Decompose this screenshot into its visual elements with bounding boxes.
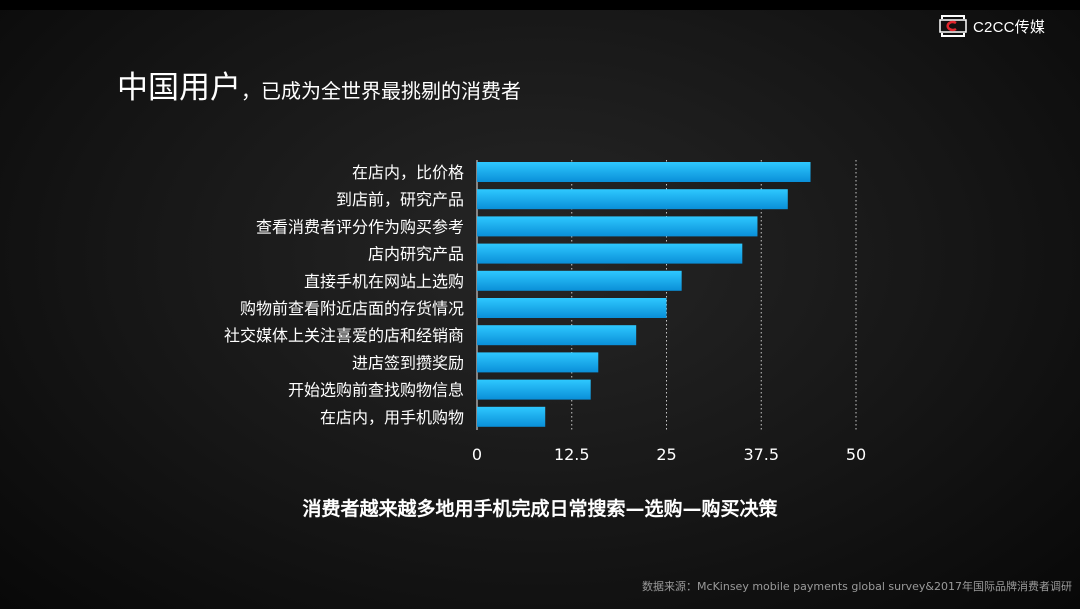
category-label: 社交媒体上关注喜爱的店和经销商 bbox=[224, 326, 464, 345]
bar bbox=[477, 298, 667, 318]
category-label: 到店前，研究产品 bbox=[336, 190, 464, 209]
category-label: 直接手机在网站上选购 bbox=[304, 272, 464, 291]
category-label: 购物前查看附近店面的存货情况 bbox=[240, 299, 464, 318]
x-axis-ticks: 0 12.5 25 37.5 50 bbox=[472, 445, 866, 464]
brand-logo: C2CC传媒 bbox=[939, 15, 1045, 37]
bar bbox=[477, 406, 546, 427]
c2cc-logo-icon bbox=[939, 15, 967, 37]
bar bbox=[477, 352, 599, 373]
chart-caption: 消费者越来越多地用手机完成日常搜索—选购—购买决策 bbox=[302, 498, 778, 520]
title-subtitle: ，已成为全世界最挑剔的消费者 bbox=[241, 79, 521, 103]
bar bbox=[477, 270, 682, 291]
x-tick-label: 25 bbox=[656, 445, 676, 464]
x-tick-label: 12.5 bbox=[554, 445, 590, 464]
category-label: 查看消费者评分作为购买参考 bbox=[256, 217, 464, 236]
category-label: 在店内，比价格 bbox=[352, 163, 464, 182]
category-label: 进店签到攒奖励 bbox=[352, 353, 464, 372]
bar bbox=[477, 243, 743, 264]
title-main: 中国用户 bbox=[117, 70, 241, 106]
x-tick-label: 37.5 bbox=[743, 445, 779, 464]
category-label: 店内研究产品 bbox=[368, 245, 464, 264]
category-label: 开始选购前查找购物信息 bbox=[288, 381, 464, 400]
logo-text: C2CC传媒 bbox=[973, 18, 1046, 36]
source-note: 数据来源：McKinsey mobile payments global sur… bbox=[642, 580, 1072, 593]
bar bbox=[477, 325, 637, 346]
top-bar bbox=[0, 0, 1080, 10]
bar bbox=[477, 216, 758, 237]
x-tick-label: 50 bbox=[846, 445, 866, 464]
category-label: 在店内，用手机购物 bbox=[320, 408, 464, 427]
bar bbox=[477, 379, 591, 400]
category-labels: 在店内，比价格到店前，研究产品查看消费者评分作为购买参考店内研究产品直接手机在网… bbox=[224, 163, 464, 427]
x-tick-label: 0 bbox=[472, 445, 482, 464]
bars bbox=[477, 162, 811, 427]
page-title: 中国用户，已成为全世界最挑剔的消费者 bbox=[117, 62, 521, 107]
bar bbox=[477, 162, 811, 182]
bar bbox=[477, 189, 788, 210]
